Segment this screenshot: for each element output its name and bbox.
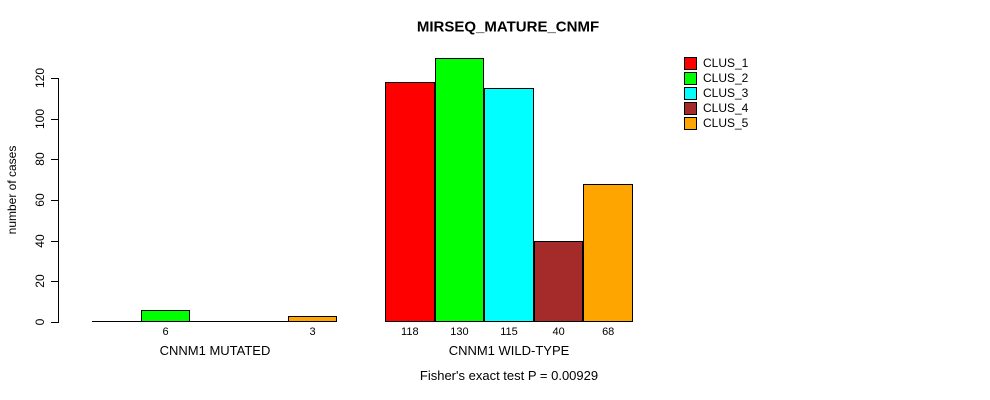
bar-clus_3 <box>484 88 534 322</box>
y-tick-label: 0 <box>33 318 47 326</box>
x-group-label-mutated: CNNM1 MUTATED <box>159 343 271 358</box>
x-group-label-wildtype: CNNM1 WILD-TYPE <box>448 343 570 358</box>
bar-value-label: 6 <box>162 326 169 338</box>
y-tick <box>51 322 58 323</box>
bar-value-label: 68 <box>602 326 615 338</box>
legend-swatch-clus_4 <box>684 102 697 115</box>
bar-clus_2 <box>435 58 484 322</box>
bar-value-label: 40 <box>552 326 565 338</box>
legend-swatch-clus_1 <box>684 57 697 70</box>
y-axis-title: number of cases <box>5 145 19 235</box>
legend-label-clus_5: CLUS_5 <box>703 116 749 130</box>
y-tick <box>51 78 58 79</box>
y-axis-line <box>58 78 59 323</box>
chart-title: MIRSEQ_MATURE_CNMF <box>416 18 600 36</box>
bar-value-label: 3 <box>309 326 316 338</box>
bar-value-label: 130 <box>450 326 469 338</box>
legend-swatch-clus_3 <box>684 87 697 100</box>
y-tick <box>51 281 58 282</box>
y-tick <box>51 241 58 242</box>
legend-label-clus_1: CLUS_1 <box>703 56 749 70</box>
y-tick <box>51 119 58 120</box>
fisher-test-note: Fisher's exact test P = 0.00929 <box>419 368 599 383</box>
legend-label-clus_4: CLUS_4 <box>703 101 749 115</box>
y-tick-label: 120 <box>33 67 47 89</box>
bar-zero-clus_3 <box>190 321 239 322</box>
bar-clus_4 <box>534 241 583 322</box>
legend-label-clus_2: CLUS_2 <box>703 71 749 85</box>
y-tick-label: 40 <box>33 234 47 248</box>
y-tick <box>51 200 58 201</box>
y-tick-label: 60 <box>33 193 47 207</box>
y-tick <box>51 159 58 160</box>
bar-zero-clus_1 <box>92 321 141 322</box>
bar-zero-clus_4 <box>239 321 288 322</box>
y-tick-label: 20 <box>33 274 47 288</box>
bar-value-label: 118 <box>401 326 419 338</box>
bar-clus_5 <box>288 316 337 322</box>
y-tick-label: 80 <box>33 152 47 166</box>
y-tick-label: 100 <box>33 108 47 130</box>
legend-swatch-clus_2 <box>684 72 697 85</box>
legend-label-clus_3: CLUS_3 <box>703 86 749 100</box>
bar-clus_2 <box>141 310 190 322</box>
legend-swatch-clus_5 <box>684 117 697 130</box>
bar-clus_5 <box>583 184 633 322</box>
bar-clus_1 <box>385 82 435 322</box>
bar-value-label: 115 <box>500 326 518 338</box>
